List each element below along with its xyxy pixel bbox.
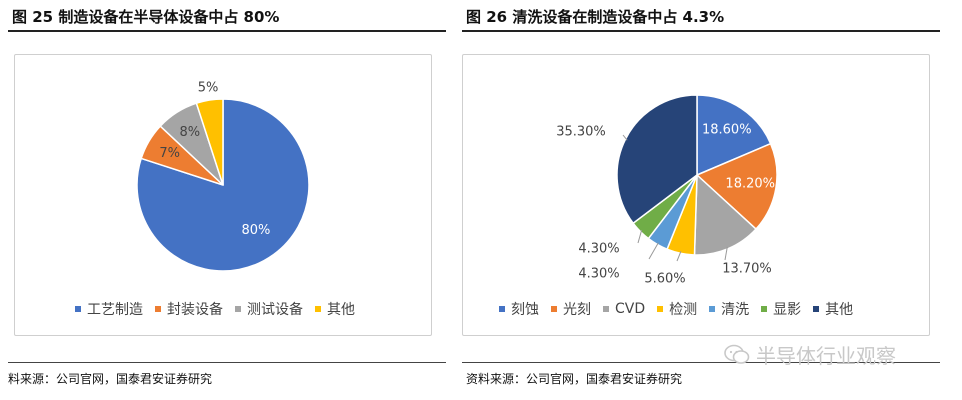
chart-26-legend: 刻蚀 光刻 CVD 检测 清洗 显影 其他 [499,299,865,319]
wechat-icon [724,344,750,364]
chart-26-slice-0 [696,94,772,177]
chart-26-legend-label-0: 刻蚀 [511,302,539,318]
chart-26-legend-swatch-1 [551,306,557,312]
chart-25-legend-label-3: 其他 [327,302,355,318]
chart-26-pie: 18.60% 18.20% 13.70% 5.60% 4.30% 4.30% 35.30% [556,94,778,287]
title-rule-left [8,30,446,32]
chart-26-legend-item-5: 显影 [761,299,801,319]
chart-25-legend-item-0: 工艺制造 [75,299,143,319]
chart-26-data-label-0: 18.60% [702,122,752,137]
chart-25-legend: 工艺制造 封装设备 测试设备 其他 [75,299,367,319]
source-rule-left [8,362,446,363]
chart-25-data-label-3: 5% [198,81,219,96]
chart-25-legend-label-0: 工艺制造 [87,302,143,318]
chart-26-leader-line-5 [637,229,643,244]
chart-26-data-label-2: 13.70% [722,262,772,277]
chart-26-data-label-4: 4.30% [578,267,619,282]
chart-26-legend-swatch-2 [603,306,609,312]
chart-26-leader-line-3 [676,251,682,262]
chart-25-data-label-1: 7% [159,146,180,161]
chart-26-container: 18.60% 18.20% 13.70% 5.60% 4.30% 4.30% 35.30% … [462,54,930,336]
chart-26-data-label-1: 18.20% [725,177,775,192]
chart-26-legend-item-1: 光刻 [551,299,591,319]
chart-26-data-label-5: 4.30% [578,242,619,257]
chart-26-leader-line-2 [724,246,728,261]
chart-26-legend-swatch-3 [657,306,664,312]
chart-26-legend-item-4: 清洗 [709,299,749,319]
chart-26-slice-2 [693,173,758,256]
watermark: 半导体行业观察 [724,340,896,369]
chart-26-legend-label-3: 检测 [669,302,698,318]
chart-25-slice-3 [195,98,224,186]
chart-26-legend-item-6: 其他 [813,299,853,319]
figure-26-title: 图 26 清洗设备在制造设备中占 4.3% [466,8,725,26]
chart-26-legend-swatch-4 [709,306,716,312]
chart-26-legend-item-0: 刻蚀 [499,299,539,319]
figure-25-title: 图 25 制造设备在半导体设备中占 80% [12,8,280,26]
chart-25-data-label-2: 8% [179,125,200,140]
chart-26-legend-label-1: 光刻 [563,302,591,318]
title-rule-right [462,30,940,32]
chart-26-legend-item-2: CVD [603,301,645,317]
chart-26-legend-label-4: 清洗 [721,302,750,318]
source-right: 资料来源：公司官网，国泰君安证券研究 [466,372,683,386]
chart-25-container: 80% 7% 8% 5% 工艺制造 封装设备 测试设备 其他 [14,54,432,336]
chart-26-slice-1 [695,142,778,231]
chart-26-legend-swatch-0 [499,306,505,312]
chart-25-legend-item-3: 其他 [315,299,355,319]
chart-25-legend-swatch-3 [315,306,321,312]
chart-26-slice-6 [616,94,698,225]
chart-26-legend-swatch-5 [761,306,768,312]
chart-26-data-label-3: 5.60% [644,272,685,287]
chart-26-leader-line-6 [622,134,628,141]
source-left: 料来源：公司官网，国泰君安证券研究 [8,372,213,386]
chart-26-legend-label-6: 其他 [825,302,854,318]
chart-26-leader-line-4 [648,242,659,260]
chart-26-legend-item-3: 检测 [657,299,697,319]
source-rule-right [462,362,940,363]
chart-26-data-label-6: 35.30% [556,125,606,140]
chart-25-legend-swatch-1 [155,306,161,312]
chart-25-legend-swatch-2 [235,306,241,312]
chart-25-data-label-0: 80% [241,223,270,238]
chart-25-pie: 80% 7% 8% 5% [136,81,310,272]
chart-26-legend-swatch-6 [813,306,820,312]
chart-25-legend-swatch-0 [75,306,81,312]
watermark-text: 半导体行业观察 [756,344,896,368]
chart-25-legend-label-2: 测试设备 [247,302,303,318]
chart-25-legend-item-1: 封装设备 [155,299,223,319]
chart-26-legend-label-2: CVD [615,301,646,317]
chart-26-legend-label-5: 显影 [773,302,802,318]
chart-25-legend-label-1: 封装设备 [167,302,223,318]
chart-25-legend-item-2: 测试设备 [235,299,303,319]
